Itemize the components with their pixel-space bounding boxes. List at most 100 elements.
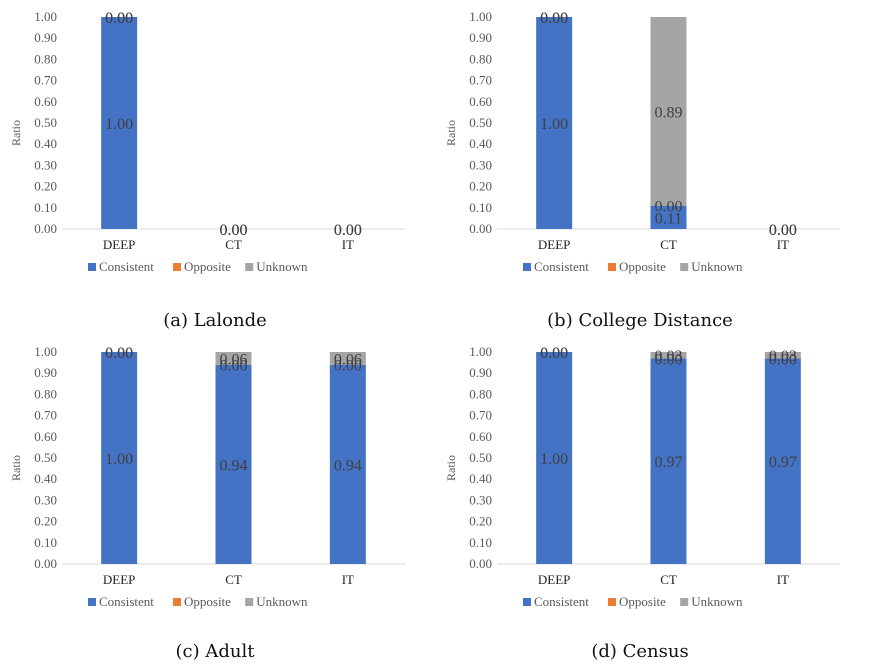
data-label-consistent: 1.00 xyxy=(105,116,133,133)
legend-label-unknown: Unknown xyxy=(691,594,743,609)
legend-label-consistent: Consistent xyxy=(99,594,154,609)
y-tick-label: 0.90 xyxy=(34,365,57,380)
x-tick-label: CT xyxy=(660,572,677,587)
chart-panel-adult: 0.00 0.10 0.20 0.30 0.40 0.50 0.60 0.70 0.80 0.90… xyxy=(0,335,435,670)
y-axis-label: Ratio xyxy=(444,455,458,481)
data-label-unknown: 0.00 xyxy=(105,345,133,362)
x-tick-label: CT xyxy=(225,237,242,252)
legend-swatch-opposite xyxy=(173,598,181,606)
data-label-unknown: 0.89 xyxy=(655,104,683,121)
chart-lalonde: 0.00 0.10 0.20 0.30 0.40 0.50 0.60 0.70 0.80 0.90… xyxy=(9,9,405,274)
legend-swatch-opposite xyxy=(608,263,616,271)
bar-consistent-deep xyxy=(101,17,138,229)
legend-swatch-consistent xyxy=(88,263,96,271)
bar-consistent-ct xyxy=(650,205,687,229)
y-tick-label: 0.70 xyxy=(469,408,492,423)
y-tick-label: 0.10 xyxy=(469,535,492,550)
chart-caption: (c) Adult xyxy=(175,641,255,662)
x-tick-label: DEEP xyxy=(538,237,571,252)
y-tick-label: 0.50 xyxy=(469,115,492,130)
data-label-consistent: 0.94 xyxy=(334,457,362,474)
y-tick-label: 0.80 xyxy=(34,51,57,66)
y-tick-label: 0.70 xyxy=(34,73,57,88)
y-tick-label: 0.10 xyxy=(34,200,57,215)
y-tick-label: 0.30 xyxy=(34,157,57,172)
legend-swatch-consistent xyxy=(523,598,531,606)
y-tick-label: 0.40 xyxy=(469,471,492,486)
legend-swatch-unknown xyxy=(680,598,689,606)
data-label-unknown: 0.00 xyxy=(540,345,568,362)
chart-panel-college-distance: 0.00 0.10 0.20 0.30 0.40 0.50 0.60 0.70 0.80 0.90… xyxy=(435,0,870,335)
legend-swatch-consistent xyxy=(88,598,96,606)
y-tick-label: 0.00 xyxy=(34,556,57,571)
legend-swatch-opposite xyxy=(608,598,616,606)
y-tick-label: 0.80 xyxy=(469,51,492,66)
chart-panel-census: 0.00 0.10 0.20 0.30 0.40 0.50 0.60 0.70 0.80 0.90… xyxy=(435,335,870,670)
legend-label-opposite: Opposite xyxy=(619,259,666,274)
data-label-opposite: 0.00 xyxy=(334,358,362,375)
data-label-opposite: 0.00 xyxy=(540,10,568,27)
y-tick-label: 0.80 xyxy=(34,386,57,401)
x-tick-label: IT xyxy=(342,572,354,587)
data-label-unknown: 0.03 xyxy=(769,348,797,365)
legend-swatch-unknown xyxy=(245,598,254,606)
legend-label-consistent: Consistent xyxy=(99,259,154,274)
x-tick-label: DEEP xyxy=(103,237,136,252)
bar-consistent-deep xyxy=(536,352,573,564)
y-tick-label: 0.60 xyxy=(469,429,492,444)
legend-label-consistent: Consistent xyxy=(534,259,589,274)
data-label-opposite: 0.00 xyxy=(655,351,683,368)
y-tick-label: 0.50 xyxy=(34,115,57,130)
y-tick-label: 0.00 xyxy=(469,221,492,236)
y-tick-label: 0.20 xyxy=(469,179,492,194)
y-axis-label: Ratio xyxy=(444,120,458,146)
y-tick-label: 0.50 xyxy=(469,450,492,465)
data-label-consistent: 0.97 xyxy=(655,454,683,471)
y-tick-label: 0.30 xyxy=(469,492,492,507)
x-tick-label: DEEP xyxy=(103,572,136,587)
y-tick-label: 0.00 xyxy=(34,221,57,236)
data-label-consistent: 0.97 xyxy=(769,454,797,471)
y-tick-label: 0.90 xyxy=(469,30,492,45)
chart-adult: 0.00 0.10 0.20 0.30 0.40 0.50 0.60 0.70 0.80 0.90… xyxy=(9,344,405,609)
y-tick-label: 0.00 xyxy=(469,556,492,571)
data-label-opposite: 0.00 xyxy=(334,222,362,239)
y-tick-label: 0.70 xyxy=(34,408,57,423)
y-tick-label: 0.40 xyxy=(34,471,57,486)
data-label-opposite: 0.00 xyxy=(769,351,797,368)
data-label-unknown: 0.00 xyxy=(105,10,133,27)
legend-label-unknown: Unknown xyxy=(256,259,308,274)
bar-unknown-it xyxy=(764,352,801,359)
y-tick-label: 0.20 xyxy=(34,514,57,529)
data-label-consistent: 1.00 xyxy=(105,451,133,468)
y-axis-label: Ratio xyxy=(9,120,23,146)
legend-swatch-opposite xyxy=(173,263,181,271)
chart-caption: (a) Lalonde xyxy=(163,310,267,331)
y-tick-label: 0.20 xyxy=(34,179,57,194)
y-tick-label: 0.90 xyxy=(34,30,57,45)
legend-label-unknown: Unknown xyxy=(691,259,743,274)
data-label-consistent: 1.00 xyxy=(540,451,568,468)
y-tick-label: 1.00 xyxy=(469,9,492,24)
y-axis-label: Ratio xyxy=(9,455,23,481)
legend-swatch-unknown xyxy=(680,263,689,271)
data-label-unknown: 0.06 xyxy=(334,351,362,368)
data-label-consistent: 0.11 xyxy=(655,210,682,227)
legend-label-consistent: Consistent xyxy=(534,594,589,609)
chart-panel-lalonde: 0.00 0.10 0.20 0.30 0.40 0.50 0.60 0.70 0.80 0.90… xyxy=(0,0,435,335)
bar-unknown-ct xyxy=(650,352,687,359)
y-tick-label: 1.00 xyxy=(34,9,57,24)
data-label-consistent: 1.00 xyxy=(540,116,568,133)
bar-consistent-ct xyxy=(650,358,687,564)
y-tick-label: 0.40 xyxy=(469,136,492,151)
bar-consistent-it xyxy=(329,364,366,564)
legend-label-opposite: Opposite xyxy=(619,594,666,609)
bar-consistent-deep xyxy=(101,352,138,564)
x-tick-label: IT xyxy=(342,237,354,252)
legend-swatch-consistent xyxy=(523,263,531,271)
y-tick-label: 0.50 xyxy=(34,450,57,465)
bar-unknown-ct xyxy=(650,17,687,206)
data-label-opposite: 0.00 xyxy=(220,358,248,375)
y-tick-label: 0.40 xyxy=(34,136,57,151)
data-label-opposite: 0.00 xyxy=(105,345,133,362)
